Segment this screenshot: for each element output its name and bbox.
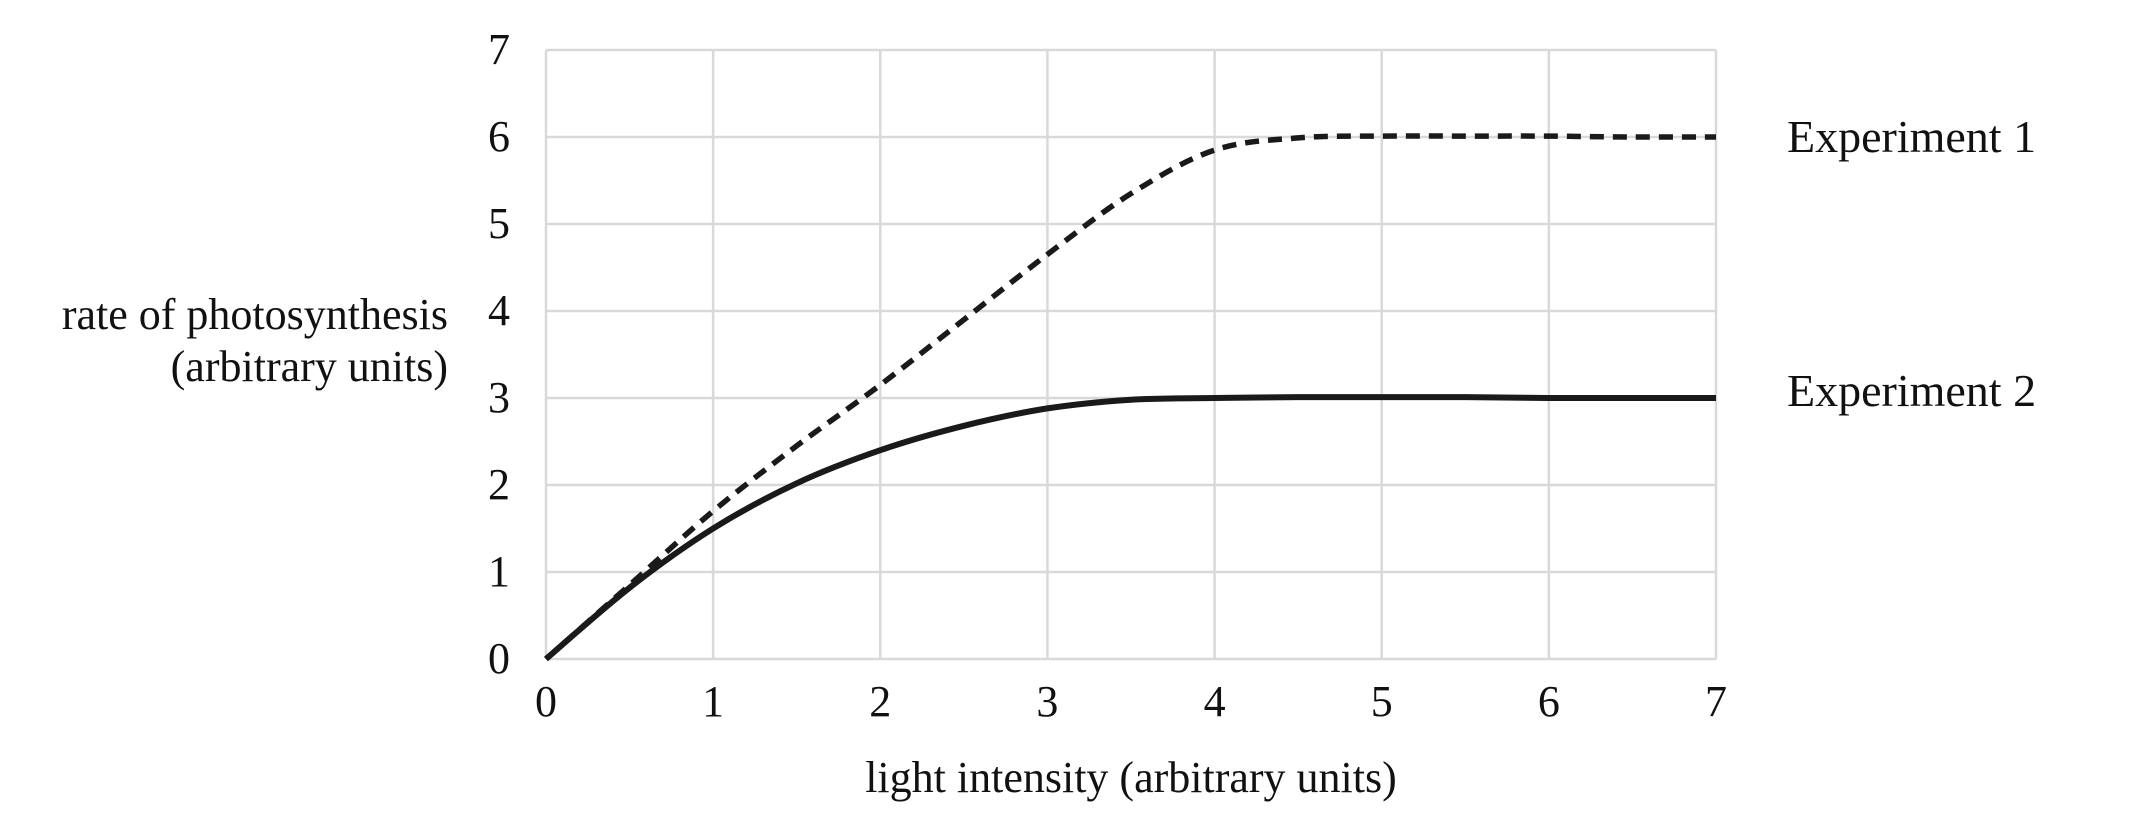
x-tick-label: 2 [869, 677, 892, 726]
y-tick-label: 0 [488, 634, 510, 683]
x-tick-label: 6 [1537, 677, 1560, 726]
y-tick-label: 2 [488, 460, 510, 509]
y-tick-label: 1 [488, 547, 510, 596]
curve-experiment-2 [544, 394, 1716, 662]
y-tick-label: 5 [488, 199, 510, 248]
curve-experiment-1 [544, 133, 1717, 662]
y-tick-label: 3 [488, 373, 510, 422]
x-tick-label: 0 [535, 677, 557, 726]
curves [544, 133, 1717, 662]
x-tick-label: 7 [1705, 677, 1727, 726]
series-label-experiment-1: Experiment 1 [1787, 111, 2037, 162]
y-axis-title: rate of photosynthesis (arbitrary units) [0, 289, 448, 393]
y-axis-title-line1: rate of photosynthesis [61, 290, 448, 339]
y-tick-label: 7 [488, 25, 510, 74]
y-axis-title-line2: (arbitrary units) [170, 342, 448, 391]
y-tick-label: 4 [488, 286, 510, 335]
x-tick-label: 1 [702, 677, 725, 726]
y-tick-label: 6 [488, 112, 510, 161]
x-tick-label: 3 [1036, 677, 1059, 726]
x-tick-label: 4 [1203, 677, 1226, 726]
gridlines [544, 48, 1718, 661]
x-axis-title: light intensity (arbitrary units) [865, 753, 1397, 802]
series-label-experiment-2: Experiment 2 [1787, 365, 2037, 416]
x-tick-label: 5 [1370, 677, 1393, 726]
